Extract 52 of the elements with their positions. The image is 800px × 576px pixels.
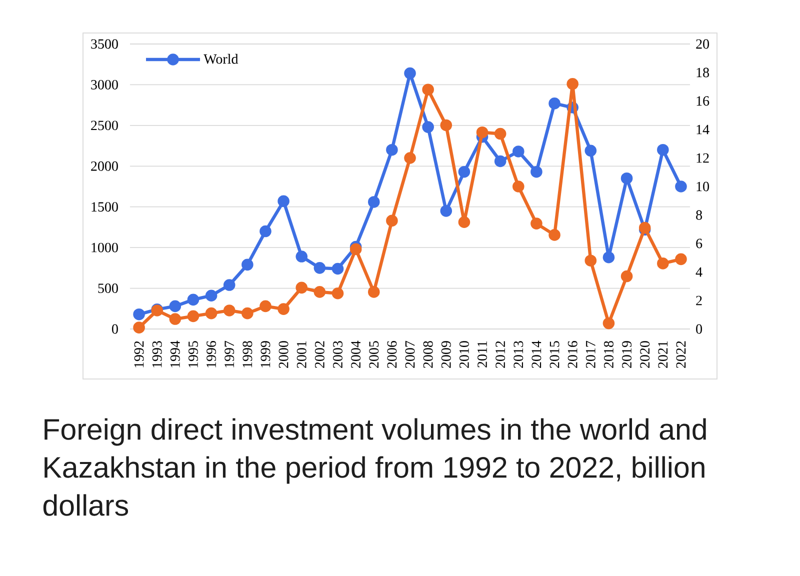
y-tick-label: 1000 [92, 242, 118, 252]
x-tick-label: 2020 [640, 341, 650, 368]
y2-tick-label: 16 [696, 96, 710, 106]
y2-tick-label: 4 [696, 267, 702, 277]
x-tick-label: 1998 [242, 341, 252, 368]
y-tick-label: 2500 [91, 120, 118, 130]
x-tick-label: 2002 [314, 341, 324, 368]
x-tick-label: 2017 [586, 340, 596, 368]
x-tick-label: 2005 [369, 341, 379, 368]
y2-tick-label: 20 [696, 39, 709, 49]
x-tick-label: 1993 [152, 341, 162, 368]
x-tick-label: 2019 [622, 341, 632, 368]
x-tick-label: 2015 [550, 341, 560, 368]
y-tick-label: 0 [112, 324, 118, 334]
x-tick-label: 2014 [532, 340, 542, 368]
x-tick-label: 2010 [459, 341, 469, 368]
text: Foreign direct investment volumes in the world and Kazakhstan in the period from 1992 to 2022, billion dollars [43, 418, 706, 516]
x-tick-label: 2016 [568, 340, 578, 368]
x-tick-label: 2003 [333, 341, 342, 368]
y-tick-label: 1500 [92, 202, 118, 212]
x-tick-label: 2006 [387, 340, 397, 368]
x-tick-label: 2022 [676, 341, 686, 368]
x-tick-label: 1992 [134, 341, 144, 368]
x-tick-label: 2009 [441, 341, 451, 368]
x-tick-label: 2001 [296, 341, 306, 368]
y2-tick-label: 14 [696, 124, 710, 134]
x-tick-label: 1997 [224, 340, 234, 368]
x-tick-label: 1995 [188, 341, 198, 368]
y2-tick-label: 18 [696, 68, 709, 78]
x-tick-label: 1996 [206, 340, 216, 368]
legend-label: World [204, 54, 238, 64]
y-tick-label: 500 [98, 284, 118, 294]
x-tick-label: 2004 [351, 340, 361, 368]
x-tick-label: 2007 [405, 340, 415, 368]
x-tick-label: 2018 [604, 341, 614, 368]
y-tick-label: 3000 [91, 80, 118, 90]
x-tick-label: 2011 [478, 341, 487, 368]
x-tick-label: 1999 [260, 341, 270, 368]
y2-tick-label: 10 [696, 182, 709, 192]
x-tick-label: 2021 [658, 341, 668, 368]
y2-tick-label: 12 [696, 153, 709, 163]
x-tick-label: 2008 [423, 341, 433, 368]
x-tick-label: 1994 [170, 340, 180, 368]
y-tick-label: 3500 [91, 39, 118, 49]
y2-tick-label: 6 [696, 238, 702, 248]
y2-tick-label: 0 [696, 324, 702, 334]
y-tick-label: 2000 [91, 161, 118, 171]
y2-tick-label: 2 [696, 296, 702, 306]
x-tick-label: 2012 [496, 341, 506, 368]
x-tick-label: 2013 [514, 341, 524, 368]
y2-tick-label: 8 [696, 210, 702, 220]
x-tick-label: 2000 [278, 341, 288, 368]
